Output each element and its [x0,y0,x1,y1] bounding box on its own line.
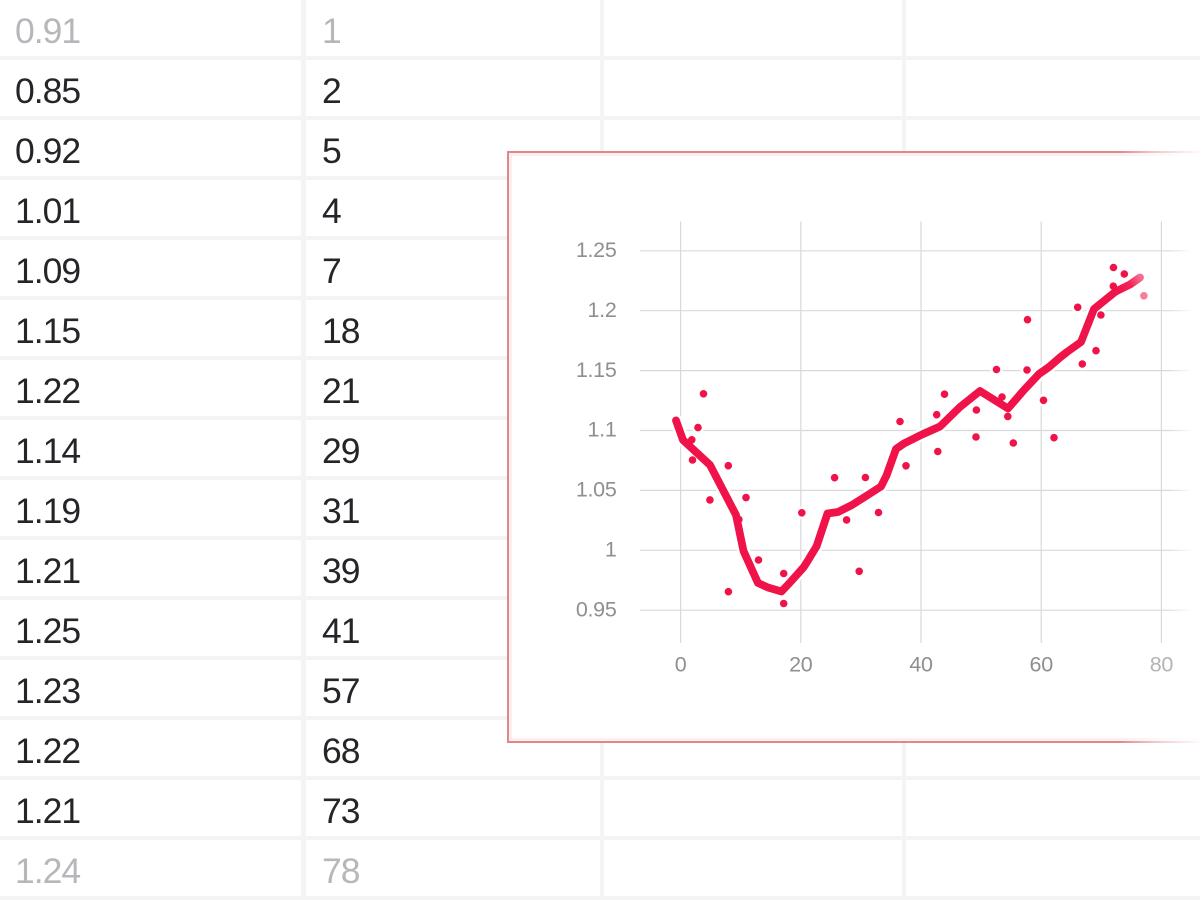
svg-text:0.95: 0.95 [576,597,617,621]
svg-text:1.25: 1.25 [576,238,617,262]
svg-text:80: 80 [1150,652,1174,676]
svg-text:1.05: 1.05 [576,478,617,502]
svg-text:0: 0 [675,652,687,676]
svg-text:20: 20 [789,652,813,676]
svg-text:1: 1 [605,538,617,562]
svg-text:60: 60 [1030,652,1054,676]
svg-text:1.15: 1.15 [576,358,617,382]
svg-text:1.2: 1.2 [588,298,617,322]
svg-text:40: 40 [909,652,933,676]
svg-text:1.1: 1.1 [588,418,617,442]
